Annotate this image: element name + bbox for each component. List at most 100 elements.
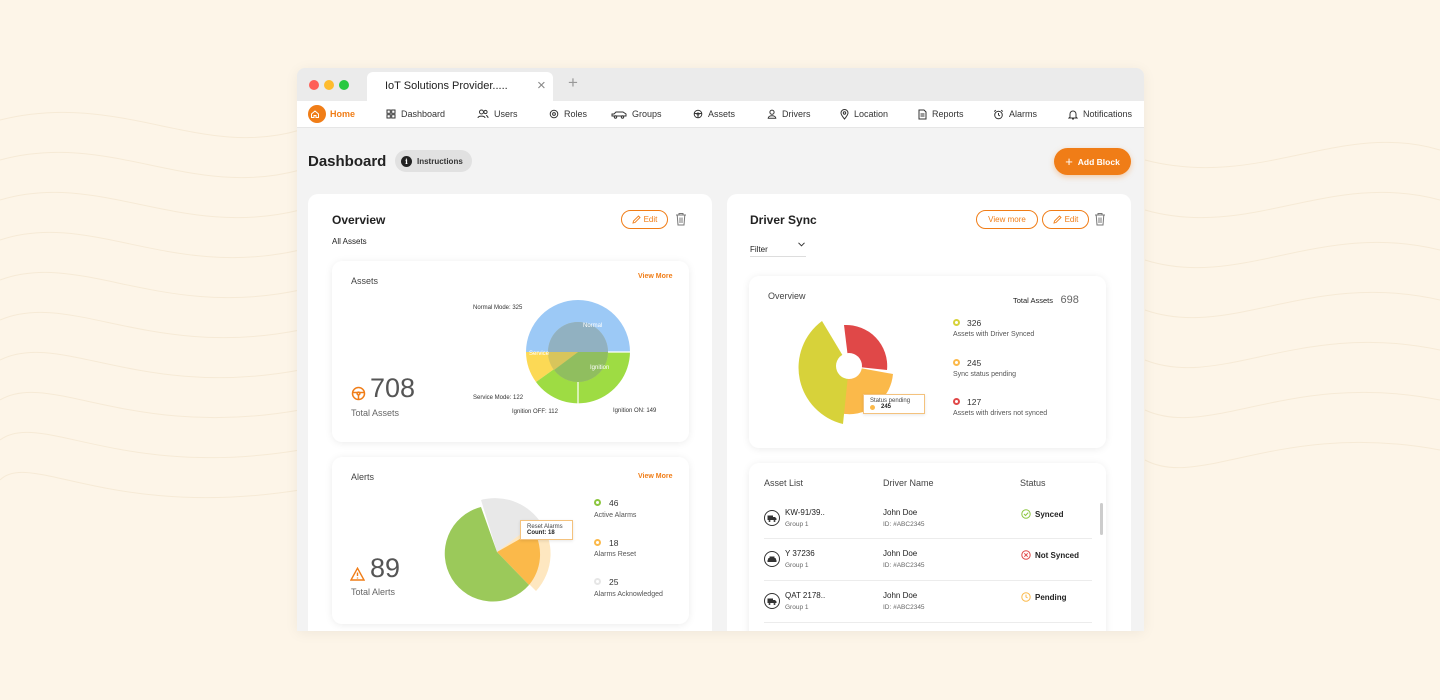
nav-alarms[interactable]: Alarms [993, 101, 1037, 127]
driver-edit-button[interactable]: Edit [1042, 210, 1089, 229]
alarm-clock-icon [993, 109, 1004, 119]
overview-panel-title: Overview [332, 213, 386, 227]
nav-reports[interactable]: Reports [918, 101, 964, 127]
row-asset-group: Group 1 [785, 604, 809, 611]
callout-ignition-on: Ignition ON: 149 [613, 408, 657, 414]
driver-trash-icon[interactable] [1094, 212, 1106, 226]
row-asset-name: KW-91/39.. [785, 508, 825, 517]
total-alerts-value: 89 [370, 553, 401, 583]
overview-subtitle: All Assets [332, 237, 367, 246]
table-scrollbar[interactable] [1100, 503, 1103, 535]
row-divider [764, 580, 1092, 581]
overview-edit-button[interactable]: Edit [621, 210, 668, 229]
nav-drivers-label: Drivers [782, 109, 811, 119]
legend-value-not-synced: 127 [967, 397, 982, 407]
x-circle-icon [1021, 550, 1031, 560]
overview-panel: Overview Edit All Assets Assets View Mor… [308, 194, 712, 631]
nav-home[interactable]: Home [308, 101, 355, 127]
close-window-button[interactable] [309, 80, 319, 90]
nav-groups[interactable]: Groups [611, 101, 662, 127]
driver-sync-pie-chart [798, 321, 893, 424]
legend-label-pending: Sync status pending [953, 371, 1017, 378]
row-divider [764, 538, 1092, 539]
legend-dot-not-synced [953, 398, 960, 405]
browser-tab[interactable]: IoT Solutions Provider..... × [367, 72, 553, 101]
legend-value-acknowledged: 25 [609, 577, 619, 587]
minimize-window-button[interactable] [324, 80, 334, 90]
report-icon [918, 109, 927, 119]
top-navigation: Home Dashboard Users Roles Groups Assets… [297, 101, 1144, 128]
tab-close-icon[interactable]: × [537, 77, 546, 94]
legend-value-pending: 245 [967, 358, 982, 368]
alerts-view-more-link[interactable]: View More [638, 473, 673, 480]
clock-icon [1021, 592, 1031, 602]
row-driver-id: ID: #ABC2345 [883, 604, 925, 611]
pencil-icon [1052, 215, 1062, 224]
info-icon: i [401, 155, 412, 167]
row-driver-name: John Doe [883, 591, 918, 600]
truck-icon [764, 510, 780, 526]
groups-icon [611, 111, 627, 119]
add-block-button[interactable]: + Add Block [1054, 148, 1131, 175]
driver-view-more-button[interactable]: View more [976, 210, 1038, 229]
row-driver-name: John Doe [883, 549, 918, 558]
legend-dot-pending [953, 359, 960, 366]
nav-alarms-label: Alarms [1009, 109, 1038, 119]
instructions-button[interactable]: i Instructions [395, 150, 472, 172]
car-icon [764, 551, 780, 567]
table-header-status: Status [1020, 478, 1046, 488]
sunburst-label-normal: Normal [583, 323, 603, 329]
nav-reports-label: Reports [932, 109, 964, 119]
bell-icon [1068, 110, 1078, 119]
maximize-window-button[interactable] [339, 80, 349, 90]
overview-edit-label: Edit [643, 215, 658, 224]
sunburst-label-ignition: Ignition [590, 365, 610, 371]
driver-tooltip-dot [870, 404, 875, 410]
legend-label-synced: Assets with Driver Synced [953, 331, 1035, 338]
callout-normal-mode: Normal Mode: 325 [473, 305, 523, 311]
legend-label-active: Active Alarms [594, 512, 637, 519]
page-title: Dashboard [308, 153, 387, 170]
legend-value-active: 46 [609, 498, 619, 508]
row-status: Pending [1021, 592, 1067, 602]
row-asset-group: Group 1 [785, 521, 809, 528]
driver-pie-tooltip: Status pending 245 [863, 394, 925, 414]
table-row[interactable]: QAT 2178.. Group 1 John Doe ID: #ABC2345… [749, 580, 1106, 622]
driver-total-value: 698 [1060, 294, 1079, 306]
row-asset-name: QAT 2178.. [785, 591, 826, 600]
tab-title: IoT Solutions Provider..... [385, 80, 508, 92]
nav-notifications[interactable]: Notifications [1068, 101, 1132, 127]
assets-view-more-link[interactable]: View More [638, 273, 673, 280]
filter-dropdown[interactable]: Filter [750, 239, 806, 257]
driver-overview-card: Overview Total Assets 698 Status pending… [749, 276, 1106, 448]
table-row[interactable]: KW-91/39.. Group 1 John Doe ID: #ABC2345… [749, 497, 1106, 538]
nav-users[interactable]: Users [477, 101, 518, 127]
driver-sync-panel: Driver Sync View more Edit Filter Overvi… [727, 194, 1131, 631]
driver-total-assets: Total Assets 698 [1013, 290, 1079, 308]
table-row[interactable]: Y 37236 Group 1 John Doe ID: #ABC2345 No… [749, 538, 1106, 580]
plus-icon: + [1065, 154, 1073, 169]
nav-drivers[interactable]: Drivers [767, 101, 811, 127]
legend-dot-acknowledged [594, 578, 601, 585]
check-circle-icon [1021, 509, 1031, 519]
nav-assets[interactable]: Assets [693, 101, 735, 127]
overview-trash-icon[interactable] [675, 212, 687, 226]
filter-label: Filter [750, 245, 768, 254]
nav-dashboard[interactable]: Dashboard [386, 101, 445, 127]
nav-location[interactable]: Location [840, 101, 888, 127]
driver-sync-title: Driver Sync [750, 213, 817, 227]
driver-edit-label: Edit [1064, 215, 1079, 224]
row-status: Synced [1021, 509, 1063, 519]
row-asset-group: Group 1 [785, 562, 809, 569]
nav-roles[interactable]: Roles [549, 101, 587, 127]
row-driver-id: ID: #ABC2345 [883, 562, 925, 569]
alerts-card: Alerts View More Reset Alarms Count: 18 … [332, 457, 689, 624]
total-assets-label: Total Assets [351, 408, 400, 418]
nav-location-label: Location [854, 109, 889, 119]
legend-value-synced: 326 [967, 318, 982, 328]
row-status-label: Pending [1035, 592, 1067, 602]
row-asset-name: Y 37236 [785, 549, 815, 558]
pencil-icon [631, 215, 641, 224]
new-tab-button[interactable]: + [568, 73, 578, 92]
